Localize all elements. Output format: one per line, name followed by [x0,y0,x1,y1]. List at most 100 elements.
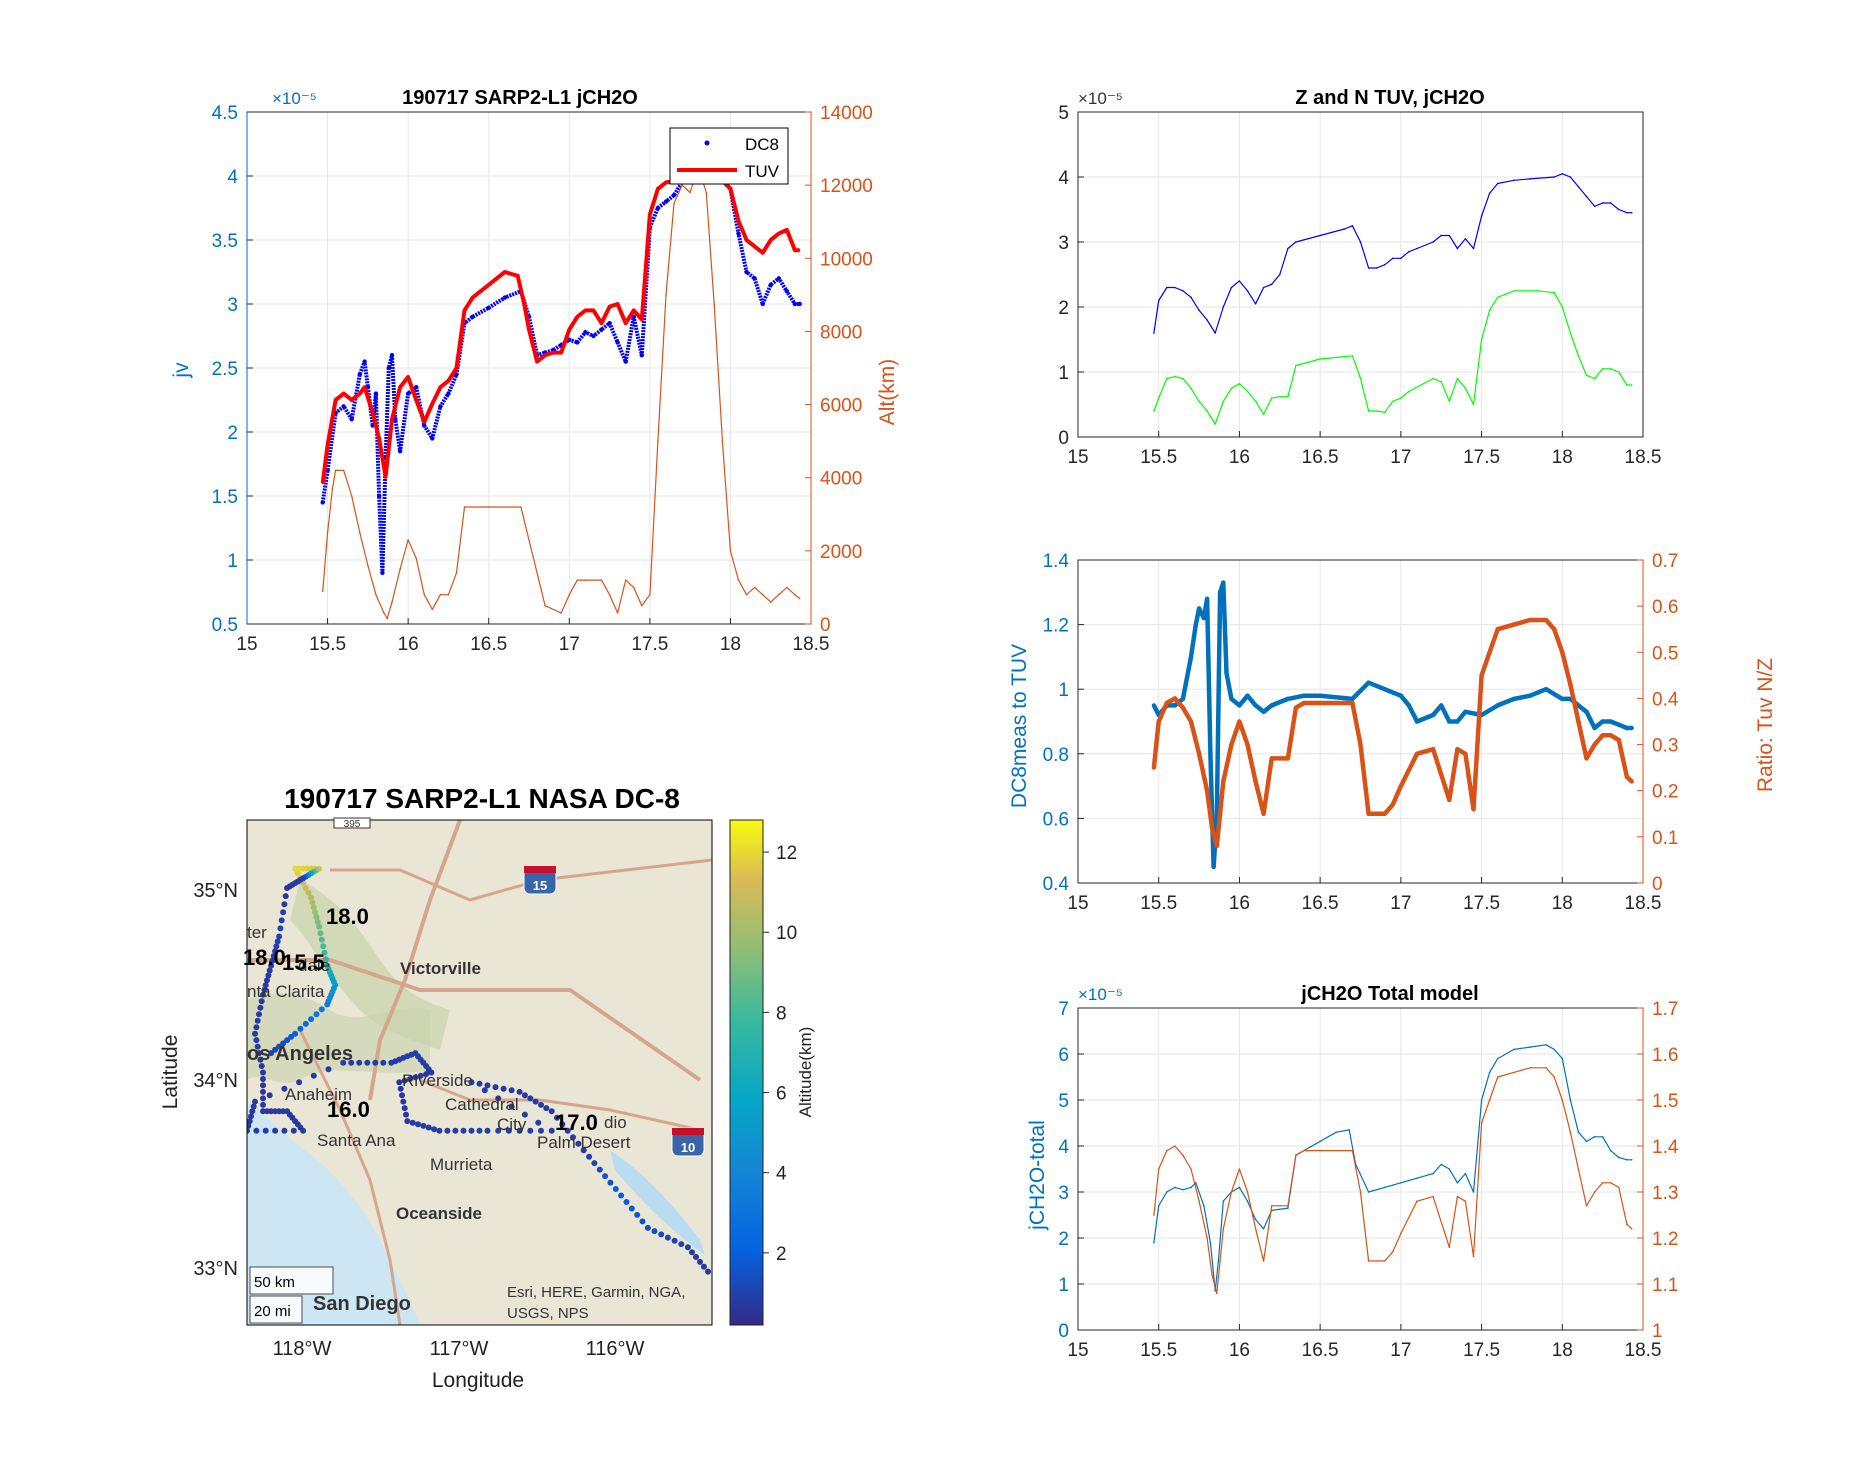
p1-point [447,380,450,382]
track-point [320,943,327,950]
time-label-15-5: 15.5 [282,950,325,975]
track-point [596,1166,603,1173]
p4-point [1626,1223,1628,1225]
track-point [468,1127,475,1134]
p3-point [1317,693,1323,698]
p2-point [1569,332,1572,334]
p2-point [1496,182,1499,185]
p4-point [1400,1182,1402,1184]
track-point [415,1121,421,1128]
p4-point [1618,1156,1620,1159]
p1-point [737,220,740,222]
p2-point [1585,374,1588,377]
p3-point [1204,788,1210,793]
p2-point [1392,400,1394,403]
p4-point [1577,1168,1580,1170]
p1-point [721,440,724,442]
track-point [664,1234,671,1241]
track-point [401,1105,408,1112]
track-point [420,1122,427,1129]
p3-ytick-label: 0.4 [1043,874,1070,895]
p3-point [1543,617,1549,623]
p3-point [1616,737,1622,743]
p3-point [1495,703,1500,708]
p1-point [486,305,491,310]
track-point [500,1085,507,1092]
p1-point [414,385,419,390]
p1-point [447,593,450,596]
p2-point [1262,413,1265,416]
p1-point [386,365,391,371]
p1-point [350,399,353,401]
p4-point [1488,1099,1491,1101]
p2-xtick-label: 17 [1390,447,1411,468]
p3-point [1253,703,1258,708]
track-point [607,1179,614,1186]
p1-point [705,191,708,194]
p4-point [1383,1186,1386,1189]
p4-point [1545,1044,1547,1046]
p1-ytick-label: 3.5 [212,231,238,252]
p4-point [1585,1205,1588,1207]
map-basemap [247,820,712,1325]
p4-title: jCH2O Total model [1300,983,1478,1005]
map-highway-1 [247,958,702,1082]
p1-point [326,444,329,446]
p4-point [1166,1191,1168,1193]
p4-point [1529,1046,1531,1048]
p3-point [1172,703,1178,708]
track-point [671,1237,678,1244]
track-point [428,1069,435,1076]
p1-point [649,593,651,596]
p2-exponent: ×10⁻⁵ [1078,89,1123,108]
p3-point [1285,696,1291,702]
p1-point [423,593,426,596]
p3-xtick-label: 17.5 [1463,893,1500,914]
p1-point [592,309,595,312]
p1-point [407,539,409,541]
p4-point [1609,1182,1612,1184]
map-mountains [290,880,450,1050]
p1-ytick-label: 1.5 [212,487,238,508]
p1-point [760,301,765,307]
p4-point [1319,1149,1321,1152]
p3-y2tick-label: 0.3 [1652,736,1678,757]
p3-point [1390,802,1396,807]
map-highway-2 [368,820,462,1101]
p1-point [607,321,612,326]
p3-ytick-label: 0.6 [1043,809,1069,830]
track-point [254,1017,261,1024]
p3-y2tick-label: 0.1 [1652,828,1678,849]
lat-tick-34n: 34°N [193,1070,238,1092]
track-point [258,1063,265,1069]
colorbar-tick-label: 6 [776,1084,787,1105]
track-point [290,1127,297,1134]
p4-y2tick-label: 1.7 [1652,999,1678,1020]
p2-point [1577,186,1580,188]
panel-ratio: 15 15.5 16 16.5 17 17.5 18 18.5 0.4 0.6 0.8 1 1.2 1.4… [1008,551,1777,914]
p3-point [1527,693,1533,698]
p1-point [342,469,345,472]
p1-ytick-label: 2 [227,423,238,444]
track-point [325,1066,332,1073]
p4-point [1287,1207,1289,1209]
p1-point [341,404,346,409]
p3-point [1398,783,1404,789]
p1-point [536,360,538,363]
p4-point [1569,1131,1572,1133]
p1-point [375,593,377,596]
p1-point [363,386,366,389]
p2-point [1279,395,1281,398]
track-point [318,1006,325,1013]
p4-point [1166,1149,1168,1152]
p1-point [407,376,409,378]
p1-point [599,327,604,332]
p3-point [1560,650,1565,655]
p4-y2tick-label: 1.2 [1652,1229,1678,1250]
track-point [256,1011,262,1018]
track-point [260,1076,266,1082]
p4-point [1270,1205,1273,1207]
p4-point [1182,1154,1184,1156]
p2-xtick-label: 18.5 [1625,447,1662,468]
p3-point [1463,751,1468,756]
